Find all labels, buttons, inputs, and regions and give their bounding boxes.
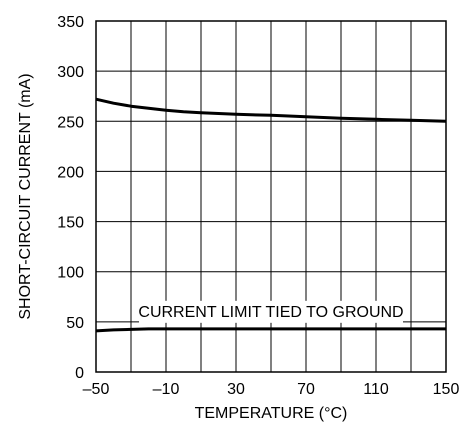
y-tick-label: 0 <box>75 365 84 382</box>
y-tick-label: 150 <box>57 215 84 232</box>
y-tick-label: 200 <box>57 164 84 181</box>
x-tick-label: 70 <box>297 381 315 398</box>
y-tick-label: 50 <box>66 315 84 332</box>
series-group <box>95 97 447 333</box>
series-line-1 <box>95 97 447 123</box>
annotations: CURRENT LIMIT TIED TO GROUND <box>138 300 404 323</box>
x-axis-title: TEMPERATURE (°C) <box>195 405 348 422</box>
plot-frame <box>95 20 447 373</box>
grid <box>96 21 446 372</box>
y-tick-label: 300 <box>57 64 84 81</box>
x-tick-label: –10 <box>153 381 180 398</box>
y-tick-label: 350 <box>57 14 84 31</box>
y-tick-label: 250 <box>57 114 84 131</box>
x-tick-label: 30 <box>227 381 245 398</box>
annotation-background <box>139 300 403 323</box>
x-tick-label: –50 <box>83 381 110 398</box>
x-axis-tick-labels: –50 –10 30 70 110 150 <box>83 381 460 398</box>
x-tick-label: 150 <box>433 381 460 398</box>
y-axis-title: SHORT-CIRCUIT CURRENT (mA) <box>17 73 34 319</box>
y-axis-tick-labels: 0 50 100 150 200 250 300 350 <box>57 14 84 382</box>
annotation-label: CURRENT LIMIT TIED TO GROUND <box>138 304 403 321</box>
series-line-2 <box>95 327 446 333</box>
y-tick-label: 100 <box>57 265 84 282</box>
x-tick-label: 110 <box>363 381 389 398</box>
